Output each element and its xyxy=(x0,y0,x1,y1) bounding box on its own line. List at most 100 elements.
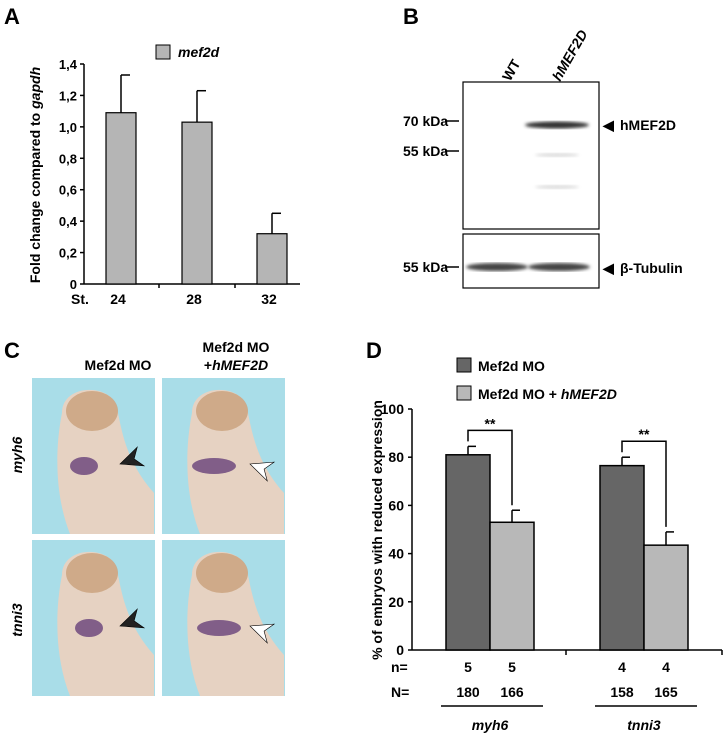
blot-bottom-membrane xyxy=(462,233,600,289)
band-tubulin-hmef2d xyxy=(528,263,590,271)
embryo-head xyxy=(66,391,118,431)
N-value: 165 xyxy=(654,684,678,700)
y-tick-label: 0,4 xyxy=(59,214,78,229)
embryo-head xyxy=(66,553,118,593)
plus-sign: + xyxy=(204,357,212,373)
arrowhead-icon xyxy=(119,446,146,467)
col-header-rescue-2: +hMEF2D xyxy=(204,357,268,373)
y-tick-label: 0,2 xyxy=(59,246,77,261)
embryo-head xyxy=(196,553,248,593)
panel-label-b: B xyxy=(403,4,419,29)
col-header-rescue: Mef2d MO xyxy=(203,339,270,355)
bar-tnni3-rescue xyxy=(643,544,689,651)
legend-label: Mef2d MO + hMEF2D xyxy=(478,386,617,402)
arrowhead-icon xyxy=(249,623,276,644)
rescue-gene: hMEF2D xyxy=(212,357,268,373)
arrow-icon: ◀ xyxy=(602,260,614,276)
N-value: 166 xyxy=(500,684,524,700)
legend-label: Mef2d MO xyxy=(478,358,545,374)
bar-tnni3-mo xyxy=(599,464,645,651)
group-label-tnni3: tnni3 xyxy=(627,717,661,733)
y-tick-label: 40 xyxy=(388,546,404,562)
chart-d: % of embryos with reduced expression 0 20… xyxy=(369,357,723,733)
N-row-label: N= xyxy=(391,684,409,700)
n-value: 5 xyxy=(508,659,516,675)
significance-stars: ** xyxy=(639,426,650,442)
embryo-panel-tnni3-rescue xyxy=(162,540,285,696)
x-tick-label: 28 xyxy=(186,291,202,307)
bar-myh6-mo xyxy=(445,454,491,651)
legend-label-text: Mef2d MO + xyxy=(478,386,561,402)
band-hmef2d xyxy=(525,121,589,129)
y-tick-label: 0 xyxy=(396,642,404,658)
marker-55kda: 55 kDa xyxy=(403,143,448,159)
heart-stain xyxy=(70,457,98,475)
marker-55kda-bottom: 55 kDa xyxy=(403,259,448,275)
embryo-head xyxy=(196,391,248,431)
y-tick-label: 0,6 xyxy=(59,183,77,198)
panel-label-a: A xyxy=(4,4,20,29)
row-label-myh6: myh6 xyxy=(9,437,25,474)
heart-stain xyxy=(192,458,236,474)
N-value: 180 xyxy=(456,684,480,700)
band-faint-2 xyxy=(535,185,579,189)
embryo-panel-tnni3-mo xyxy=(32,540,155,696)
heart-stain xyxy=(75,619,103,637)
lane-label-wt: WT xyxy=(499,56,524,83)
y-axis-label-d: % of embryos with reduced expression xyxy=(369,400,385,660)
legend-swatch-mef2d xyxy=(155,44,171,60)
significance-bracket xyxy=(621,440,667,527)
lane-label-hmef2d: hMEF2D xyxy=(549,27,591,83)
legend-swatch xyxy=(456,385,472,401)
panel-label-d: D xyxy=(366,338,382,363)
band-label-tubulin: β-Tubulin xyxy=(620,260,683,276)
bar-myh6-rescue xyxy=(489,521,535,651)
legend-label-mef2d: mef2d xyxy=(178,44,220,60)
arrowhead-icon xyxy=(249,461,276,482)
y-tick-label: 100 xyxy=(381,401,405,417)
y-tick-label: 80 xyxy=(388,449,404,465)
n-value: 4 xyxy=(618,659,626,675)
n-value: 5 xyxy=(464,659,472,675)
marker-70kda: 70 kDa xyxy=(403,113,448,129)
y-axis-label-text: Fold change compared to xyxy=(27,109,43,283)
arrow-icon: ◀ xyxy=(602,117,614,133)
legend-swatch xyxy=(456,357,472,373)
n-value: 4 xyxy=(662,659,670,675)
x-tick-label: 24 xyxy=(110,291,126,307)
embryo-images: Mef2d MO Mef2d MO +hMEF2D myh6 tnni3 xyxy=(9,339,285,696)
embryo-panel-myh6-mo xyxy=(32,378,155,534)
western-blot: WT hMEF2D 70 kDa 55 kDa 55 kDa ◀ hMEF2D … xyxy=(403,27,683,289)
y-tick-label: 60 xyxy=(388,497,404,513)
y-tick-label: 0,8 xyxy=(59,151,77,166)
y-tick-label: 0 xyxy=(70,277,77,292)
band-faint-1 xyxy=(535,153,579,157)
legend-label-gene: hMEF2D xyxy=(561,386,617,402)
y-tick-label: 1,4 xyxy=(59,57,78,72)
bar-24 xyxy=(105,112,137,285)
band-label-hmef2d: hMEF2D xyxy=(620,117,676,133)
legend-label-text: Mef2d MO xyxy=(478,358,545,374)
n-row-label: n= xyxy=(391,659,408,675)
x-axis-prefix: St. xyxy=(71,291,89,307)
col-header-mef2d-mo: Mef2d MO xyxy=(85,357,152,373)
bar-32 xyxy=(256,233,288,285)
blot-top-membrane xyxy=(462,81,600,230)
significance-stars: ** xyxy=(485,415,496,431)
significance-bracket xyxy=(467,429,513,506)
bar-28 xyxy=(181,121,213,285)
y-tick-label: 20 xyxy=(388,594,404,610)
y-tick-label: 1,0 xyxy=(59,120,77,135)
chart-a: mef2d Fold change compared to gapdh St. … xyxy=(27,44,300,307)
y-axis-label-a: Fold change compared to gapdh xyxy=(27,67,43,283)
x-tick-label: 32 xyxy=(261,291,277,307)
panel-label-c: C xyxy=(4,338,20,363)
N-value: 158 xyxy=(610,684,634,700)
y-axis-label-gene: gapdh xyxy=(27,67,43,110)
row-label-tnni3: tnni3 xyxy=(9,603,25,637)
heart-stain xyxy=(197,620,241,636)
embryo-panel-myh6-rescue xyxy=(162,378,285,534)
group-label-myh6: myh6 xyxy=(472,717,509,733)
y-tick-label: 1,2 xyxy=(59,88,77,103)
